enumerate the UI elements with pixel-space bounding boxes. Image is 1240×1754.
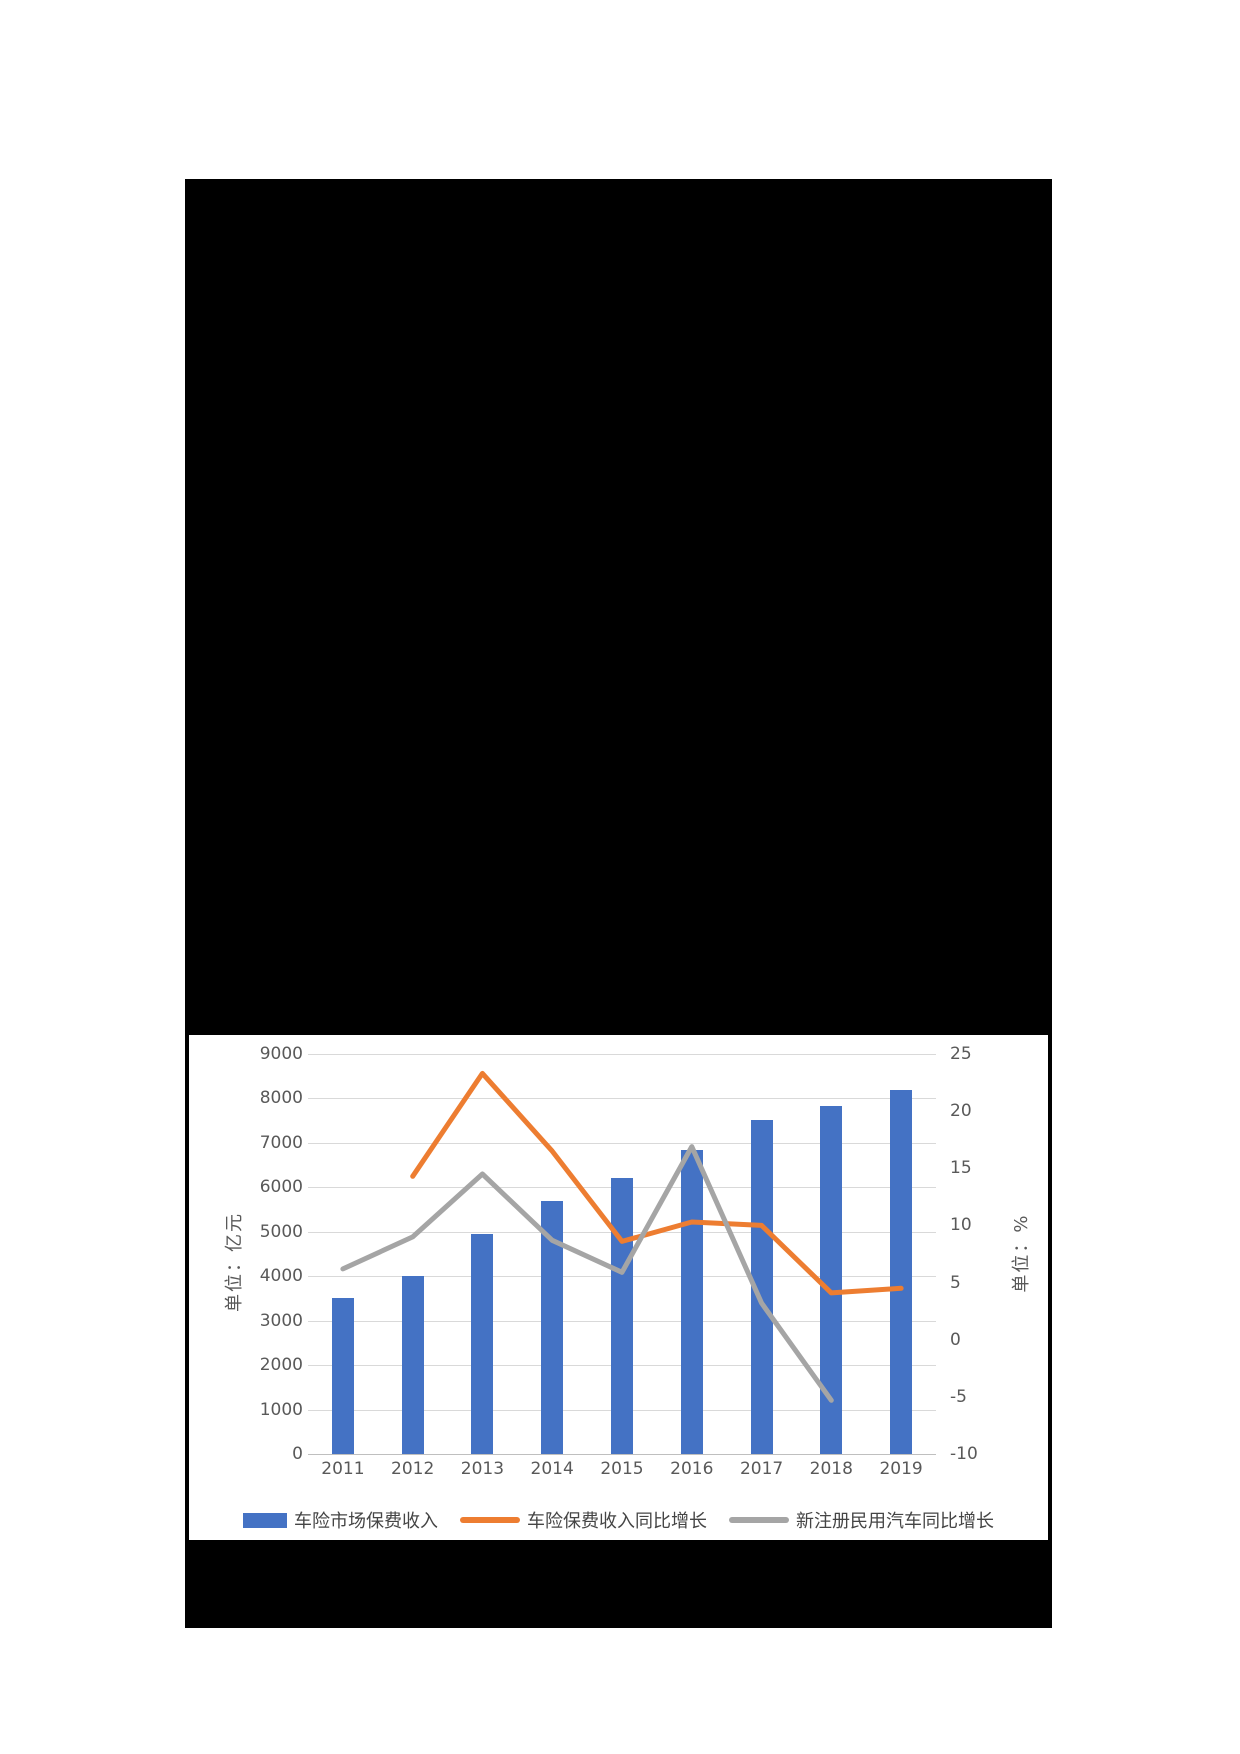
right-axis-title: 单位：% [1011,1213,1032,1293]
legend-label: 车险市场保费收入 [294,1511,438,1532]
legend-item: 新注册民用汽车同比增长 [729,1507,994,1533]
left-axis-tick-label: 4000 [259,1266,303,1287]
x-axis-tick-label: 2016 [670,1459,714,1479]
left-axis-tick-label: 0 [292,1444,303,1464]
legend-label: 新注册民用汽车同比增长 [796,1511,994,1532]
legend-item: 车险市场保费收入 [243,1507,438,1533]
line-series [410,1070,904,1296]
redacted-content-block-top [185,179,1052,1035]
left-axis-title: 单位：亿元 [224,1212,245,1312]
right-axis-tick-label: 20 [950,1101,972,1122]
right-axis-tick-label: 15 [950,1158,972,1179]
legend-item: 车险保费收入同比增长 [460,1507,707,1533]
legend-swatch-bar [243,1512,287,1528]
x-axis-tick-label: 2017 [739,1459,784,1479]
line-series-layer [340,1070,904,1403]
bar-2011 [331,1298,354,1454]
x-axis-tick-label: 2019 [879,1459,923,1479]
x-axis-tick-label: 2013 [460,1459,505,1479]
bar-2016 [680,1150,703,1454]
x-axis-line [308,1454,936,1455]
left-axis-tick-label: 1000 [259,1399,303,1420]
right-axis-tick-label: 5 [950,1272,961,1293]
bar-2017 [750,1119,773,1454]
line-series [340,1144,834,1403]
left-axis-tick-label: 8000 [259,1088,303,1109]
chart-legend: 车险市场保费收入 车险保费收入同比增长 新注册民用汽车同比增长 [185,1505,1052,1535]
x-axis-tick-label: 2012 [391,1459,435,1479]
right-axis-tick-label: -5 [950,1386,967,1407]
bar-2012 [401,1276,424,1454]
bar-2015 [611,1178,633,1454]
left-axis-tick-label: 5000 [259,1221,303,1242]
left-axis-tick-label: 2000 [259,1355,303,1376]
right-axis-tick-label: -10 [950,1444,978,1464]
x-axis-tick-label: 2014 [530,1459,574,1479]
x-axis-tick-label: 2018 [809,1459,853,1479]
right-axis-tick-label: 10 [950,1215,972,1236]
gridline [308,1054,936,1055]
bar-2014 [541,1200,564,1454]
legend-swatch-line [729,1517,789,1523]
bar-2018 [820,1106,843,1454]
bar-2019 [890,1090,913,1454]
left-axis-tick-label: 3000 [259,1310,303,1331]
left-axis-tick-label: 9000 [259,1044,303,1064]
bar-2013 [471,1234,494,1454]
redacted-content-block-bottom [185,1540,1052,1628]
legend-swatch-line [460,1517,520,1523]
chart-panel: 9000 8000 7000 6000 5000 4000 3000 2000 1000 0 25… [185,1035,1052,1540]
legend-label: 车险保费收入同比增长 [527,1511,707,1532]
gridline [308,1098,936,1100]
right-axis-tick-label: 25 [950,1044,972,1064]
right-axis-tick-label: 0 [950,1329,961,1350]
x-axis-tick-label: 2015 [600,1459,644,1479]
left-axis-tick-label: 6000 [259,1177,303,1198]
x-axis-tick-label: 2011 [321,1459,365,1479]
left-axis-tick-label: 7000 [259,1132,303,1153]
gridline [308,1142,936,1144]
